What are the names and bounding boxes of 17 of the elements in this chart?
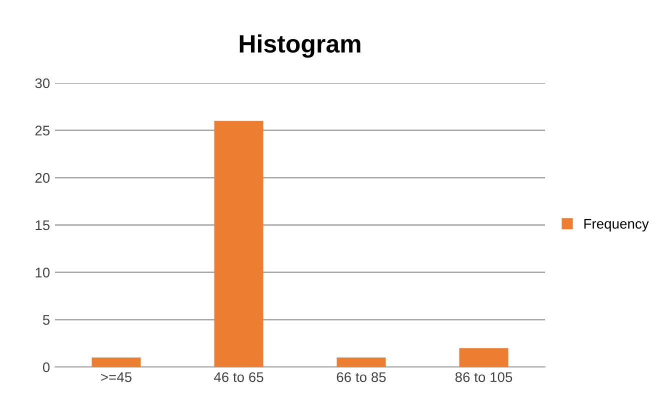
y-tick-label: 10 <box>36 268 50 278</box>
x-tick-label: 46 to 65 <box>214 372 264 382</box>
y-tick-label: 20 <box>35 173 50 183</box>
x-tick-label: >=45 <box>101 372 132 382</box>
y-tick-label: 5 <box>42 315 50 325</box>
y-tick-label: 30 <box>35 78 50 88</box>
bar <box>336 358 386 367</box>
legend-label: Frequency <box>584 219 649 232</box>
chart-title: Histogram <box>240 34 360 58</box>
y-tick-label: 25 <box>35 126 50 136</box>
y-tick-label: 15 <box>36 220 50 230</box>
x-tick-label: 86 to 105 <box>455 372 512 382</box>
bar <box>214 120 264 367</box>
y-tick-label: 0 <box>42 362 50 372</box>
x-tick-label: 66 to 85 <box>336 372 386 382</box>
bar <box>92 358 141 367</box>
bar <box>459 348 508 367</box>
